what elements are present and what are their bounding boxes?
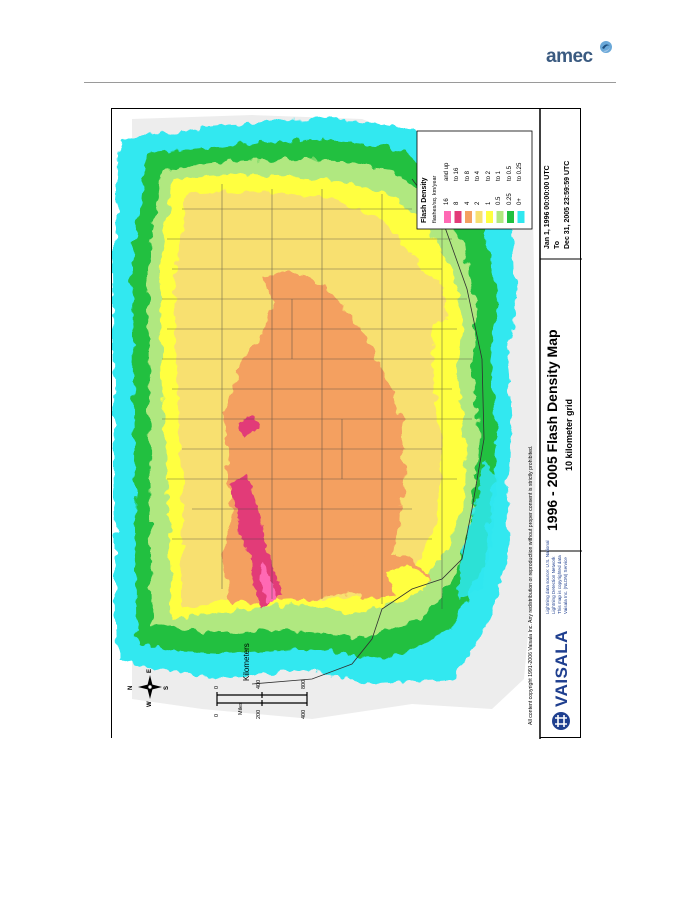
scale-km-400: 400 <box>256 679 262 689</box>
coastline <box>251 178 485 685</box>
compass-n: N <box>128 685 134 690</box>
legend-label-low: 4 <box>464 201 471 205</box>
scale-miles-400: 400 <box>301 709 307 719</box>
density-zone-south-cyan <box>387 564 430 599</box>
compass-e: E <box>147 668 153 673</box>
legend-swatch <box>444 211 451 223</box>
scale-km-800: 800 <box>301 679 307 689</box>
legend-title: Flash Density <box>421 177 428 223</box>
legend-label-high: to 0.5 <box>506 165 513 181</box>
date-to: To <box>554 240 561 249</box>
amec-logo: amec <box>546 40 616 72</box>
legend-label-high: to 0.25 <box>517 162 523 181</box>
legend-swatch <box>465 211 472 223</box>
rotated-map-sheet: All content copyright 1991-2006 Vaisala … <box>112 109 582 739</box>
legend-label-low: 8 <box>454 201 460 205</box>
legend-label-low: 0.5 <box>496 196 502 205</box>
legend-label-low: 0.25 <box>506 193 513 205</box>
amec-logo-text: amec <box>546 46 593 67</box>
source-text: Lightning data source: U.S. National Lig… <box>545 540 569 614</box>
vaisala-logo-icon <box>552 712 570 730</box>
legend-label-low: 16 <box>443 198 450 205</box>
density-zone-red <box>230 474 282 609</box>
scale-km-label: Kilometers <box>242 643 251 681</box>
legend-label-low: 2 <box>475 201 481 205</box>
map-graphics <box>112 109 582 739</box>
copyright-notice: All content copyright 1991-2006 Vaisala … <box>528 445 534 725</box>
density-zone-pink <box>260 561 277 604</box>
legend-box <box>416 130 533 230</box>
header-divider <box>84 82 616 83</box>
legend-swatch <box>486 211 493 223</box>
legend-label-high: to 4 <box>475 170 481 181</box>
date-range: Jan 1, 1996 00:00:00 UTC To Dec 31, 2005… <box>543 161 573 249</box>
compass-s: S <box>164 685 170 690</box>
map-figure: All content copyright 1991-2006 Vaisala … <box>111 108 582 739</box>
legend-swatch <box>454 211 462 223</box>
scale-km-0: 0 <box>214 685 220 689</box>
legend-label-low: 1 <box>485 201 492 205</box>
compass-w: W <box>147 701 153 707</box>
legend-units: flashes/sq. km/year <box>432 175 438 223</box>
scale-miles-0: 0 <box>214 713 220 717</box>
legend-label-high: to 16 <box>454 167 460 181</box>
legend-swatch <box>507 211 514 223</box>
scale-miles-label: Miles <box>238 702 244 715</box>
legend-swatch <box>517 211 525 223</box>
legend-label-high: to 8 <box>464 170 471 181</box>
date-start: Jan 1, 1996 00:00:00 UTC <box>544 165 551 249</box>
legend-label-low: 0+ <box>517 198 523 205</box>
density-zone-orange <box>222 269 404 604</box>
state-boundaries <box>162 179 472 609</box>
date-end: Dec 31, 2005 23:59:59 UTC <box>564 160 571 249</box>
map-subtitle: 10 kilometer grid <box>564 398 574 471</box>
amec-swirl-icon <box>600 41 612 53</box>
scale-miles-200: 200 <box>256 709 262 719</box>
legend-swatches <box>444 211 525 223</box>
density-zone-red-2 <box>237 414 260 439</box>
legend-swatch <box>496 211 504 223</box>
source-line-4: Vaisala Inc. (NLDN) Service <box>563 557 568 614</box>
scale-bar-graphics <box>216 692 308 706</box>
compass-rose <box>138 675 162 699</box>
legend-label-high: and up <box>443 162 450 181</box>
vaisala-brand: VAISALA <box>552 630 571 707</box>
legend-swatch <box>475 211 483 223</box>
legend-label-high: to 1 <box>496 170 502 181</box>
gulf-water-band <box>457 459 497 599</box>
map-title: 1996 - 2005 Flash Density Map <box>544 329 560 531</box>
legend-label-high: to 2 <box>485 170 492 181</box>
